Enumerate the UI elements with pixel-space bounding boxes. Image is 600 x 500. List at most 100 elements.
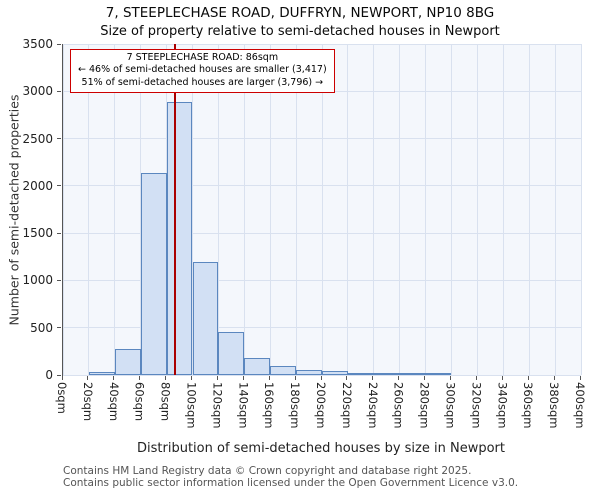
plot-area: 7 STEEPLECHASE ROAD: 86sqm ← 46% of semi… <box>62 43 582 376</box>
x-tick-mark <box>424 376 426 380</box>
y-tick-label: 3500 <box>22 37 53 51</box>
x-tick-label: 0sqm <box>55 382 69 414</box>
gridline-vertical <box>373 44 375 375</box>
gridline-vertical <box>425 44 427 375</box>
footer-attribution-2: Contains public sector information licen… <box>63 477 519 489</box>
gridline-vertical <box>476 44 478 375</box>
histogram-bar <box>192 261 219 375</box>
x-tick-mark <box>501 376 503 380</box>
histogram-bar <box>244 358 271 375</box>
x-tick-mark <box>346 376 348 380</box>
gridline-vertical <box>88 44 90 375</box>
y-tick-mark <box>57 232 61 234</box>
x-tick-label: 340sqm <box>495 382 510 429</box>
gridline-vertical <box>62 44 64 375</box>
x-tick-label: 380sqm <box>547 382 562 429</box>
x-tick-label: 40sqm <box>106 382 121 422</box>
x-tick-mark <box>475 376 477 380</box>
gridline-vertical <box>114 44 116 375</box>
gridline-vertical <box>321 44 323 375</box>
y-tick-mark <box>57 185 61 187</box>
y-tick-label: 2500 <box>22 131 53 146</box>
x-tick-label: 360sqm <box>521 382 536 429</box>
annotation-larger-text: 51% of semi-detached houses are larger (… <box>81 76 324 88</box>
histogram-bar <box>322 370 348 375</box>
x-tick-mark <box>320 376 322 380</box>
x-tick-mark <box>527 376 529 380</box>
x-tick-mark <box>113 376 115 380</box>
gridline-vertical <box>295 44 297 375</box>
x-tick-label: 180sqm <box>288 382 303 429</box>
y-tick-mark <box>57 327 61 329</box>
histogram-bar <box>88 372 115 375</box>
x-tick-label: 220sqm <box>339 382 354 429</box>
gridline-horizontal <box>63 374 581 376</box>
y-tick-label: 1500 <box>22 226 53 241</box>
y-tick-label: 1000 <box>22 273 53 288</box>
histogram-bar <box>114 349 141 375</box>
y-tick-label: 3000 <box>22 84 53 99</box>
y-tick-mark <box>57 374 61 376</box>
x-tick-label: 260sqm <box>391 382 406 429</box>
y-axis-label: Number of semi-detached properties <box>6 94 22 326</box>
histogram-bar <box>399 373 426 375</box>
y-tick-label: 500 <box>30 320 53 335</box>
x-tick-label: 140sqm <box>236 382 251 429</box>
x-tick-mark <box>165 376 167 380</box>
x-axis-label: Distribution of semi-detached houses by … <box>137 441 505 456</box>
footer-attribution-1: Contains HM Land Registry data © Crown c… <box>63 465 472 477</box>
x-tick-label: 120sqm <box>210 382 225 429</box>
gridline-vertical <box>269 44 271 375</box>
histogram-bar <box>218 332 245 375</box>
chart-subtitle: Size of property relative to semi-detach… <box>100 24 500 39</box>
y-tick-mark <box>57 138 61 140</box>
gridline-vertical <box>192 44 193 375</box>
gridline-vertical <box>528 44 530 375</box>
histogram-bar <box>425 373 452 375</box>
subject-property-marker-line <box>174 44 176 375</box>
histogram-bar <box>166 101 193 375</box>
x-tick-mark <box>372 376 374 380</box>
x-tick-mark <box>87 376 89 380</box>
x-tick-label: 280sqm <box>417 382 432 429</box>
x-tick-mark <box>268 376 270 380</box>
gridline-vertical <box>580 44 582 375</box>
x-tick-label: 300sqm <box>443 382 458 429</box>
gridline-vertical <box>399 44 401 375</box>
chart-title: 7, STEEPLECHASE ROAD, DUFFRYN, NEWPORT, … <box>105 5 495 21</box>
y-tick-mark <box>57 43 61 45</box>
gridline-vertical <box>243 44 245 375</box>
x-tick-label: 400sqm <box>573 382 587 429</box>
x-tick-mark <box>61 376 63 380</box>
x-tick-mark <box>579 376 581 380</box>
x-tick-label: 80sqm <box>158 382 173 422</box>
histogram-bar <box>296 370 322 375</box>
x-tick-label: 240sqm <box>365 382 380 429</box>
x-tick-label: 60sqm <box>132 382 147 422</box>
histogram-bar <box>373 373 400 375</box>
gridline-vertical <box>554 44 556 375</box>
x-tick-label: 160sqm <box>262 382 277 429</box>
x-tick-mark <box>398 376 400 380</box>
x-tick-label: 100sqm <box>184 382 199 429</box>
x-tick-mark <box>242 376 244 380</box>
gridline-vertical <box>502 44 504 375</box>
gridline-vertical <box>347 44 349 375</box>
x-tick-label: 200sqm <box>314 382 328 429</box>
histogram-bar <box>140 172 167 375</box>
histogram-bar <box>347 372 374 375</box>
annotation-title: 7 STEEPLECHASE ROAD: 86sqm <box>126 52 279 63</box>
x-tick-label: 20sqm <box>80 382 95 422</box>
annotation-box: 7 STEEPLECHASE ROAD: 86sqm ← 46% of semi… <box>70 49 335 94</box>
gridline-vertical <box>217 44 219 375</box>
y-tick-mark <box>57 279 61 281</box>
gridline-vertical <box>451 44 452 375</box>
x-tick-mark <box>450 376 451 380</box>
x-tick-mark <box>139 376 141 380</box>
y-tick-mark <box>57 90 61 92</box>
annotation-smaller-text: ← 46% of semi-detached houses are smalle… <box>78 64 327 76</box>
x-tick-mark <box>216 376 218 380</box>
x-tick-label: 320sqm <box>469 382 484 429</box>
y-tick-label: 2000 <box>22 178 53 193</box>
